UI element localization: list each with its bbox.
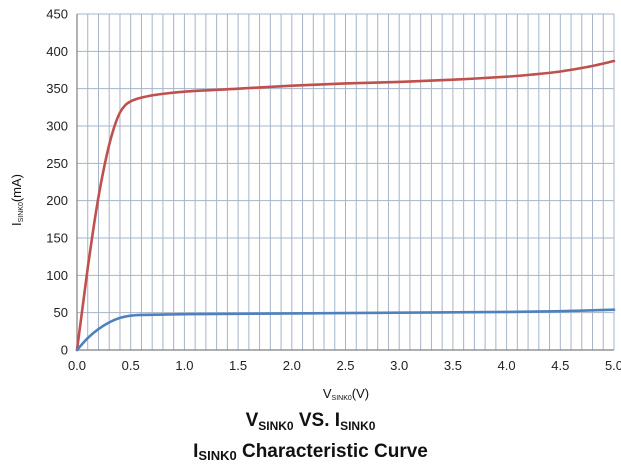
y-tick-label: 350 [46,81,68,96]
x-tick-label: 2.5 [336,358,354,373]
y-tick-label: 100 [46,268,68,283]
y-tick-label: 300 [46,119,68,134]
tick-labels: 0.0 0.5 1.0 1.5 2.0 2.5 3.0 3.5 4.0 4.5 5.0 0 50 100 1… [46,7,621,374]
x-tick-label: 0.0 [68,358,86,373]
y-tick-label: 50 [54,305,68,320]
x-tick-label: 3.0 [390,358,408,373]
series-layer [75,59,616,352]
series-line-red [75,59,616,352]
x-tick-label: 2.0 [283,358,301,373]
chart-title-line1: VSINK0 VS. ISINK0 [245,410,376,433]
x-tick-label: 3.5 [444,358,462,373]
x-tick-label: 1.5 [229,358,247,373]
y-axis-label: ISINK0(mA) [9,174,25,226]
y-tick-label: 150 [46,231,68,246]
y-tick-label: 400 [46,44,68,59]
y-tick-label: 250 [46,156,68,171]
y-tick-label: 200 [46,193,68,208]
chart-title-line2: ISINK0 Characteristic Curve [193,441,428,463]
y-tick-label: 450 [46,7,68,22]
x-tick-label: 1.0 [175,358,193,373]
x-axis-label: VSINK0(V) [323,386,369,402]
x-tick-label: 0.5 [122,358,140,373]
chart: 0.0 0.5 1.0 1.5 2.0 2.5 3.0 3.5 4.0 4.5 5.0 0 50 100 1… [9,7,621,403]
y-tick-label: 0 [61,343,68,358]
x-tick-label: 4.5 [551,358,569,373]
x-tick-label: 5.0 [605,358,621,373]
series-line-blue [75,308,616,352]
x-tick-label: 4.0 [498,358,516,373]
grid [76,13,615,351]
